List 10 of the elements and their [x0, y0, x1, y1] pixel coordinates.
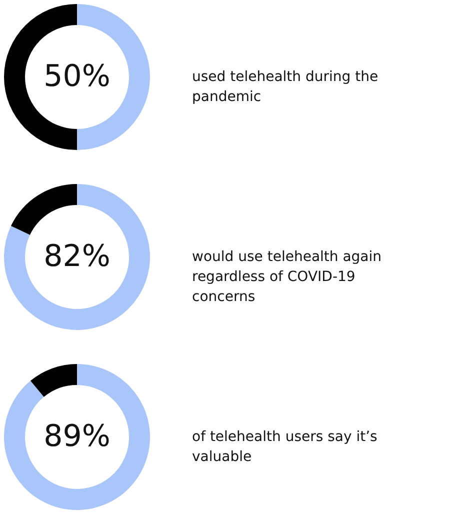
donut-slice — [10, 184, 77, 235]
data-label: 82% — [44, 239, 110, 274]
text: used telehealth during the pandemic — [192, 69, 378, 105]
data-label: 50% — [44, 59, 110, 94]
text: would use telehealth again regardless of COVID-19 concerns — [192, 249, 382, 305]
donut-slice — [4, 364, 150, 510]
donut-slice — [30, 364, 77, 397]
text: of telehealth users say it’s valuable — [192, 429, 378, 465]
donut-slice — [4, 184, 150, 330]
data-label: 89% — [44, 419, 110, 454]
